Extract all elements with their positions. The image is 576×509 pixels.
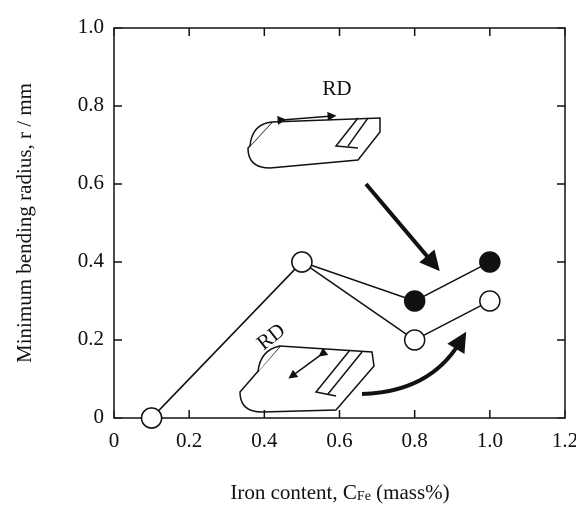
y-tick-label: 1.0	[78, 14, 104, 38]
x-tick-label: 0.6	[326, 428, 352, 452]
x-axis-label: Iron content, CFe (mass%)	[230, 480, 449, 504]
data-point	[403, 329, 426, 351]
data-point	[291, 251, 313, 273]
specimen-sketch	[239, 345, 375, 413]
y-axis-label: Minimum bending radius, r / mm	[12, 83, 36, 363]
y-tick-label: 0.8	[78, 92, 104, 116]
x-tick-label: 0.2	[176, 428, 202, 452]
arrow	[364, 182, 440, 272]
data-point	[403, 290, 426, 312]
series-line	[151, 261, 491, 419]
annotation: RD	[322, 76, 351, 100]
x-tick-label: 0	[109, 428, 120, 452]
y-tick-label: 0.4	[78, 248, 105, 272]
data-point	[140, 407, 163, 429]
y-tick-label: 0.6	[78, 170, 104, 194]
x-tick-label: 1.2	[552, 428, 576, 452]
x-tick-label: 0.4	[251, 428, 278, 452]
y-tick-label: 0.2	[78, 326, 104, 350]
arrow	[361, 331, 467, 396]
data-point	[479, 251, 501, 273]
x-tick-label: 1.0	[477, 428, 503, 452]
y-tick-label: 0	[94, 404, 105, 428]
x-tick-label: 0.8	[402, 428, 428, 452]
data-point	[479, 290, 501, 312]
specimen-sketch	[247, 111, 381, 169]
